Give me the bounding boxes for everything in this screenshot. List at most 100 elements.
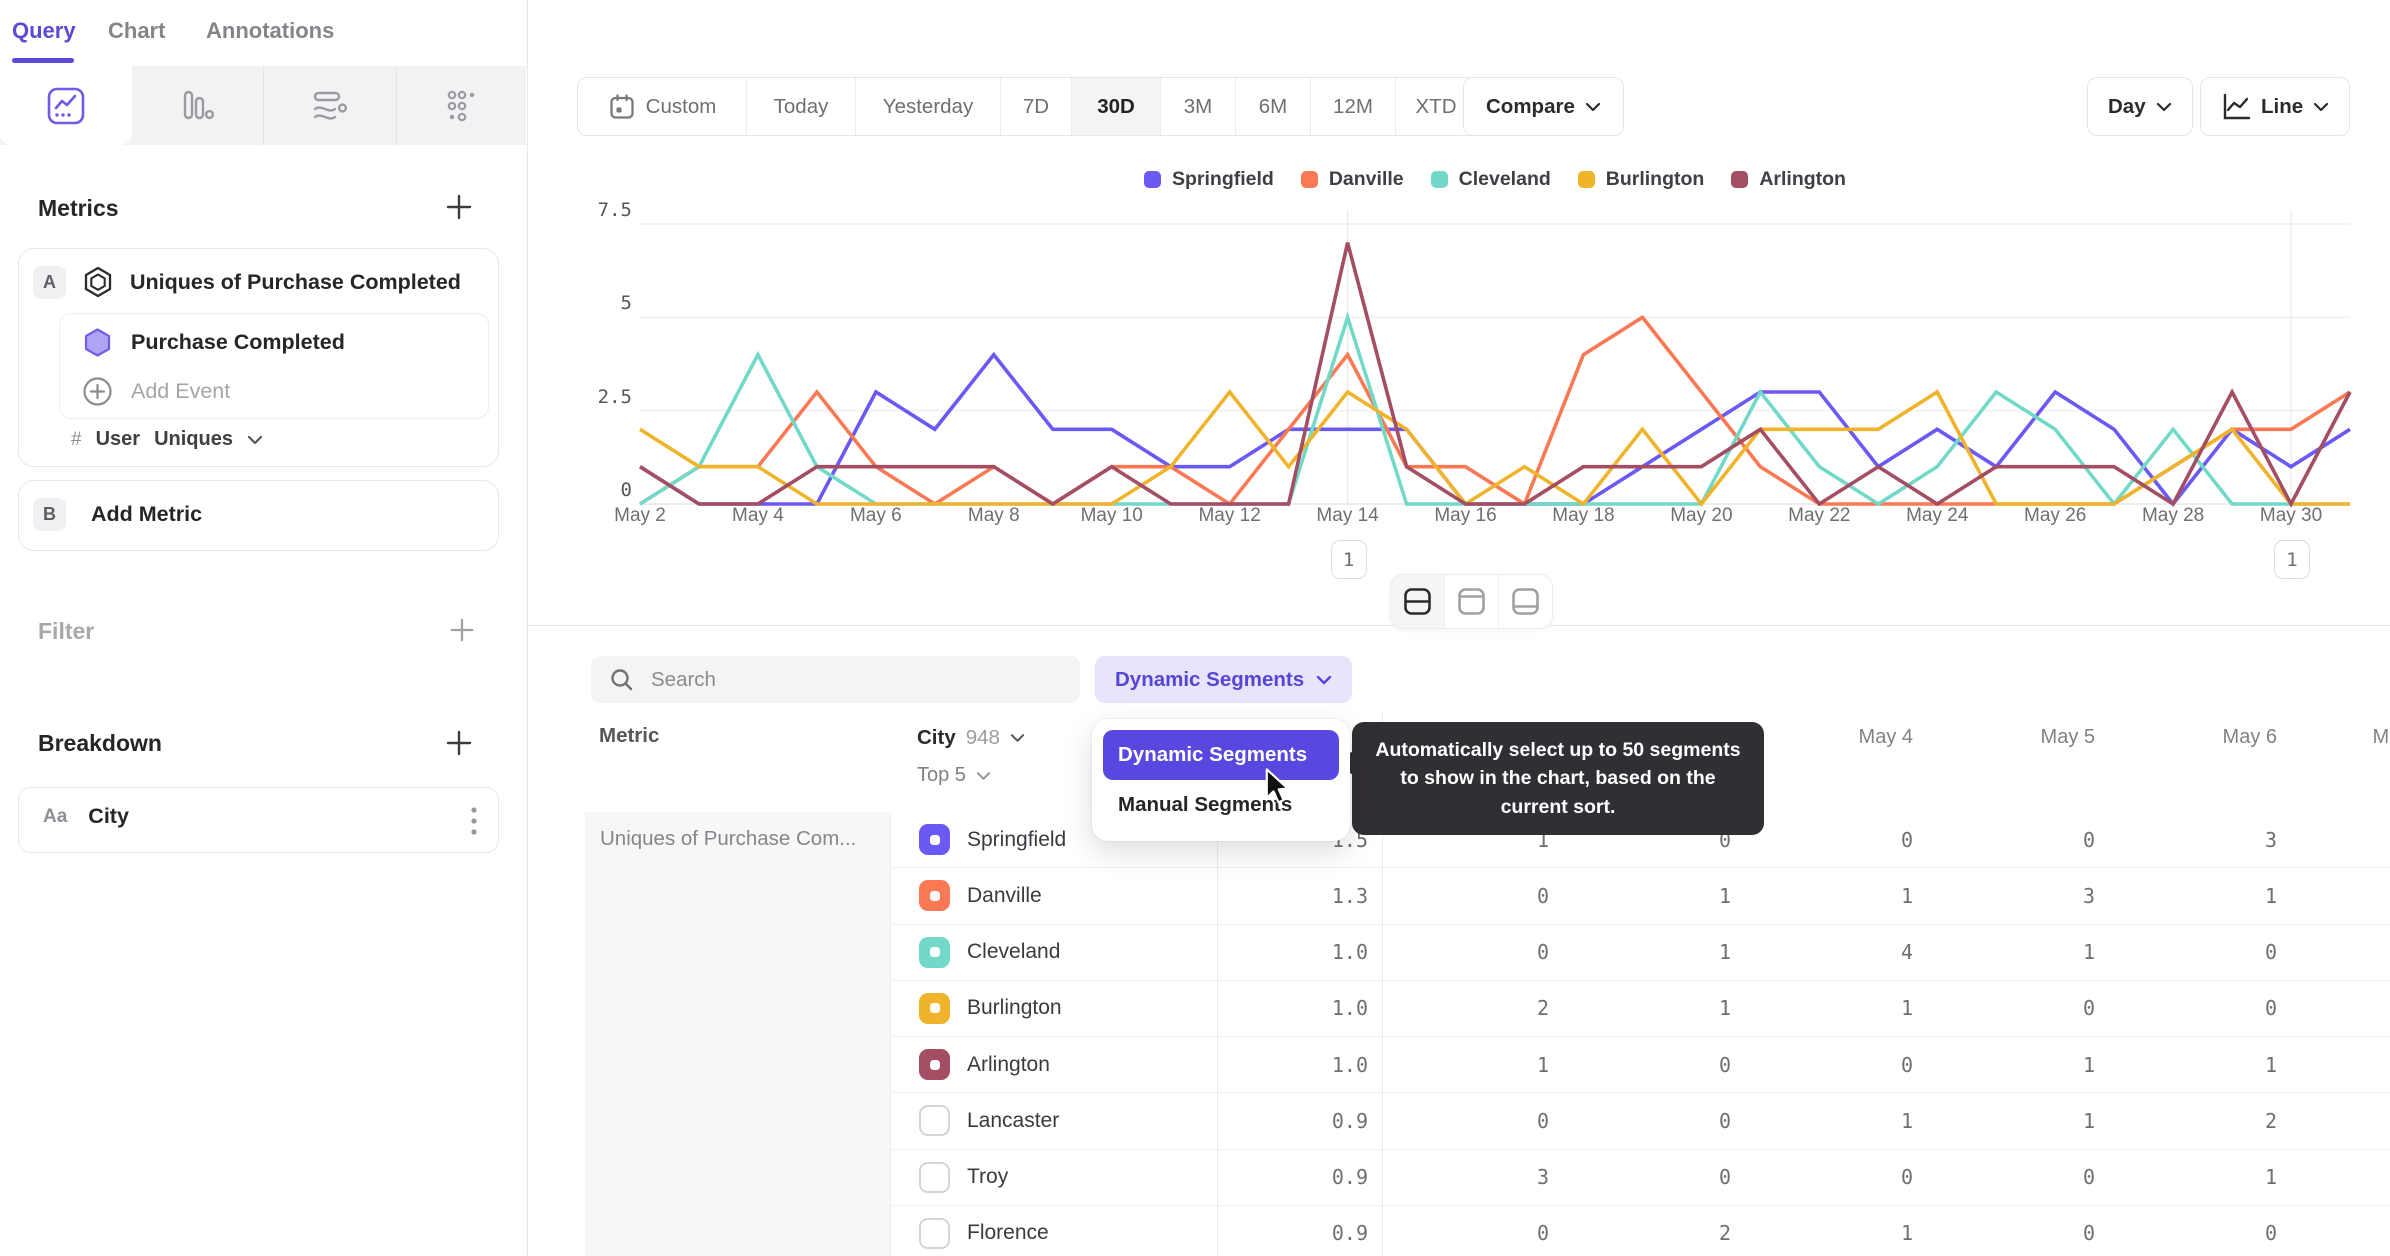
- segments-mode-button[interactable]: Dynamic Segments: [1095, 656, 1353, 703]
- segment-checkbox[interactable]: [919, 1217, 950, 1249]
- tab-flow-chart[interactable]: [264, 66, 397, 145]
- segment-search[interactable]: [591, 656, 1080, 703]
- metric-b-card[interactable]: B Add Metric: [18, 480, 499, 551]
- annotation-chip[interactable]: 1: [1330, 540, 1367, 579]
- group-count: 948: [965, 726, 1000, 749]
- day-column-header[interactable]: May 7: [2372, 726, 2390, 748]
- measurement-selector[interactable]: # User Uniques: [71, 428, 263, 451]
- segment-cell[interactable]: Cleveland: [891, 924, 1218, 980]
- x-axis-tick: May 16: [1434, 505, 1497, 526]
- scatter-chart-icon: [442, 86, 482, 126]
- segment-checkbox[interactable]: [919, 1161, 950, 1193]
- day-value-cell: 1: [2264, 1165, 2277, 1190]
- layout-table-only-icon[interactable]: [1499, 575, 1552, 628]
- segment-checkbox[interactable]: [919, 936, 950, 968]
- chart-style-button[interactable]: Line: [2200, 77, 2351, 136]
- average-value-cell: 1.0: [1218, 1037, 1383, 1093]
- layout-split-icon[interactable]: [1391, 575, 1445, 628]
- event-name[interactable]: Purchase Completed: [131, 330, 345, 354]
- top-n-selector[interactable]: Top 5: [917, 764, 1218, 787]
- range-custom[interactable]: Custom: [578, 78, 747, 135]
- day-value-cell: 0: [2082, 996, 2095, 1021]
- tab-bar-chart[interactable]: [132, 66, 264, 145]
- menu-item-manual-segments[interactable]: Manual Segments: [1118, 793, 1293, 816]
- segment-checkbox[interactable]: [919, 880, 950, 912]
- average-value-cell: 0.9: [1218, 1149, 1383, 1205]
- compare-label: Compare: [1486, 94, 1575, 118]
- day-column-header[interactable]: May 5: [2040, 726, 2095, 748]
- tab-scatter-chart[interactable]: [397, 66, 529, 145]
- line-chart-plot[interactable]: [639, 210, 2352, 508]
- segment-cell[interactable]: Troy: [891, 1149, 1218, 1205]
- day-column-header[interactable]: May 6: [2222, 726, 2277, 748]
- metric-row-cell: Uniques of Purchase Com...: [585, 812, 891, 1256]
- day-value-cell: 0: [1536, 883, 1549, 908]
- add-metric-plus-icon[interactable]: [444, 192, 474, 222]
- segment-cell[interactable]: Florence: [891, 1205, 1218, 1256]
- metric-a-badge: A: [33, 265, 66, 299]
- event-row[interactable]: Purchase Completed: [82, 327, 345, 358]
- segment-checkbox[interactable]: [919, 824, 950, 856]
- plus-circle-icon: [82, 376, 113, 407]
- chevron-down-icon: [247, 435, 263, 445]
- range-3m[interactable]: 3M: [1161, 78, 1236, 135]
- breakdown-property-label: City: [88, 804, 129, 828]
- table-row-troy: Troy 0.9 3 0 0 0 1: [891, 1149, 2390, 1206]
- segment-checkbox[interactable]: [919, 1049, 950, 1081]
- range-today[interactable]: Today: [747, 78, 856, 135]
- tab-query[interactable]: Query: [12, 18, 76, 43]
- flow-chart-icon: [309, 86, 351, 126]
- legend-item-springfield[interactable]: Springfield: [1144, 168, 1274, 191]
- legend-item-burlington[interactable]: Burlington: [1577, 168, 1704, 191]
- add-event-row[interactable]: Add Event: [82, 376, 230, 407]
- segments-mode-label: Dynamic Segments: [1115, 667, 1305, 691]
- compare-button[interactable]: Compare: [1463, 77, 1624, 136]
- metric-cell-label: Uniques of Purchase Com...: [600, 827, 857, 850]
- tab-annotations[interactable]: Annotations: [206, 18, 335, 43]
- layout-chart-only-icon[interactable]: [1445, 575, 1499, 628]
- measure-entity: User: [95, 428, 141, 450]
- segment-cell[interactable]: Arlington: [891, 1037, 1218, 1093]
- day-value-cell: 0: [1536, 1108, 1549, 1133]
- search-input[interactable]: [649, 666, 1062, 693]
- segment-cell[interactable]: Lancaster: [891, 1093, 1218, 1149]
- segment-checkbox[interactable]: [919, 992, 950, 1024]
- day-value-cell: 3: [1536, 1165, 1549, 1190]
- range-6m[interactable]: 6M: [1236, 78, 1311, 135]
- day-value-cell: 3: [2264, 827, 2277, 852]
- add-breakdown-plus-icon[interactable]: [444, 728, 474, 758]
- x-axis-tick: May 8: [967, 505, 1020, 526]
- x-axis-tick: May 22: [1788, 505, 1851, 526]
- annotation-chip[interactable]: 1: [2274, 540, 2311, 579]
- menu-item-dynamic-segments[interactable]: Dynamic Segments: [1103, 730, 1339, 780]
- segment-checkbox[interactable]: [919, 1105, 950, 1137]
- metric-column-header: Metric: [599, 724, 660, 747]
- breakdown-city-card[interactable]: Aa City: [18, 787, 499, 853]
- segment-cell[interactable]: Springfield: [891, 812, 1218, 868]
- measure-type: Uniques: [154, 428, 233, 450]
- range-7d[interactable]: 7D: [1001, 78, 1072, 135]
- tab-line-chart[interactable]: [0, 66, 132, 145]
- chart-type-tabs: [0, 66, 526, 145]
- day-column-header[interactable]: May 4: [1858, 726, 1913, 748]
- day-value-cell: 0: [1718, 1052, 1731, 1077]
- metric-a-title[interactable]: Uniques of Purchase Completed: [130, 269, 461, 294]
- granularity-button[interactable]: Day: [2087, 77, 2193, 136]
- range-yesterday[interactable]: Yesterday: [856, 78, 1001, 135]
- average-value-cell: 1.0: [1218, 924, 1383, 980]
- range-30d[interactable]: 30D: [1072, 78, 1161, 135]
- legend-item-cleveland[interactable]: Cleveland: [1430, 168, 1551, 191]
- day-value-cell: 1: [1718, 996, 1731, 1021]
- filter-heading: Filter: [38, 618, 95, 644]
- add-filter-plus-icon[interactable]: [448, 616, 476, 644]
- legend-item-arlington[interactable]: Arlington: [1731, 168, 1846, 191]
- day-value-cell: 0: [1718, 1108, 1731, 1133]
- kebab-menu-icon[interactable]: [470, 805, 478, 837]
- segment-cell[interactable]: Danville: [891, 868, 1218, 924]
- segment-cell[interactable]: Burlington: [891, 980, 1218, 1036]
- tab-chart[interactable]: Chart: [108, 18, 166, 43]
- day-value-cell: 0: [1536, 1221, 1549, 1246]
- legend-item-danville[interactable]: Danville: [1300, 168, 1404, 191]
- group-column-header[interactable]: City 948 Top 5: [891, 712, 1218, 812]
- range-12m[interactable]: 12M: [1311, 78, 1396, 135]
